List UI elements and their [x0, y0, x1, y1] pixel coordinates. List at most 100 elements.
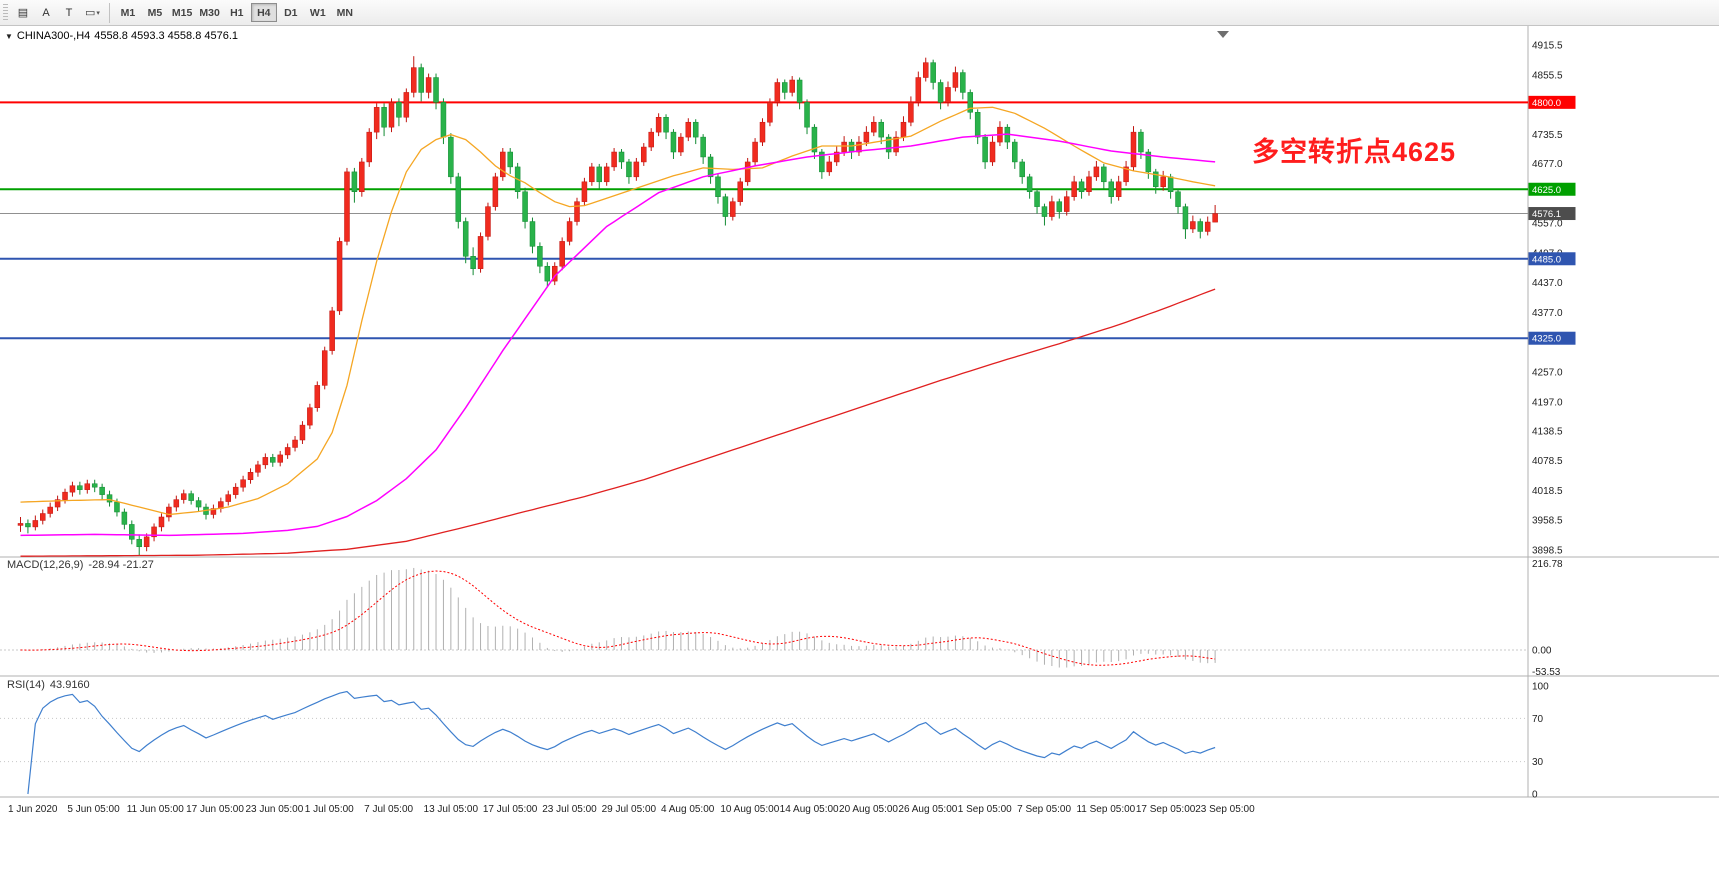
candle	[789, 79, 795, 93]
candle	[292, 439, 298, 448]
timeframe-button-m1[interactable]: M1	[115, 3, 141, 22]
candle	[774, 82, 781, 103]
timeframe-button-h1[interactable]: H1	[224, 3, 250, 22]
candle	[759, 121, 766, 143]
chart-region[interactable]: 4915.54855.54735.54677.04557.04497.04437…	[0, 26, 1719, 895]
timeframe-group: M1 M5 M15 M30 H1 H4 D1 W1 MN	[115, 3, 358, 22]
candle	[685, 121, 692, 138]
candle	[277, 454, 283, 463]
candle	[967, 92, 974, 113]
timeframe-button-mn[interactable]: MN	[332, 3, 358, 22]
time-axis-label: 23 Sep 05:00	[1195, 804, 1255, 815]
price-level-badge	[1528, 331, 1576, 345]
candle	[307, 407, 313, 426]
price-level-badge-text: 4576.1	[1532, 209, 1561, 220]
ma-slow-red-line	[20, 288, 1216, 557]
candle	[937, 82, 944, 103]
timeframe-button-m15[interactable]: M15	[169, 3, 195, 22]
time-axis-label: 17 Jul 05:00	[483, 804, 538, 815]
timeframe-button-m5[interactable]: M5	[142, 3, 168, 22]
candle	[247, 472, 254, 480]
rsi-axis-label: 0	[1532, 790, 1538, 801]
candle	[596, 166, 603, 183]
candle	[559, 241, 565, 267]
candle	[448, 136, 454, 178]
candle	[195, 500, 202, 508]
candle	[811, 126, 818, 153]
candle	[655, 116, 662, 133]
price-tick-label: 4855.5	[1532, 70, 1563, 81]
candle	[1204, 221, 1211, 232]
time-axis-label: 7 Jul 05:00	[364, 804, 413, 815]
chart-grid-button[interactable]: ▤	[12, 3, 34, 23]
candle	[863, 131, 870, 143]
price-tick-label: 3898.5	[1532, 546, 1563, 557]
price-level-badge	[1528, 182, 1576, 196]
candle	[314, 385, 321, 408]
timeframe-button-m30[interactable]: M30	[196, 3, 222, 22]
candle	[633, 161, 640, 178]
chart-shift-marker-icon[interactable]	[1217, 31, 1229, 38]
candle	[915, 77, 922, 103]
candlestick-chart[interactable]: 4915.54855.54735.54677.04557.04497.04437…	[0, 26, 1719, 895]
macd-axis-label: 0.00	[1532, 646, 1552, 657]
candle	[151, 526, 157, 538]
candle	[707, 156, 714, 178]
price-tick-label: 4257.0	[1532, 367, 1563, 378]
candle	[32, 520, 39, 528]
candle	[885, 136, 892, 153]
text-a-button[interactable]: A	[35, 3, 57, 23]
candle	[715, 176, 721, 197]
candle	[255, 464, 261, 473]
candle	[529, 221, 536, 247]
candle	[1049, 201, 1055, 217]
candle	[411, 67, 417, 93]
candle	[381, 107, 387, 128]
text-t-button[interactable]: T	[58, 3, 80, 23]
candle	[1160, 176, 1166, 188]
candle	[210, 508, 217, 515]
candle	[462, 221, 469, 257]
candle	[982, 136, 988, 163]
candle	[455, 176, 462, 222]
candle	[648, 131, 654, 148]
time-axis-label: 29 Jul 05:00	[602, 804, 657, 815]
candle	[744, 161, 751, 183]
timeframe-button-d1[interactable]: D1	[278, 3, 304, 22]
candle	[425, 77, 432, 93]
shapes-dropdown-button[interactable]: ▭ ▾	[81, 3, 104, 23]
candle	[1078, 181, 1085, 192]
candle	[1130, 131, 1137, 168]
candle	[1108, 181, 1114, 197]
candle	[603, 166, 610, 183]
macd-axis-label: 216.78	[1532, 559, 1563, 570]
timeframe-button-h4[interactable]: H4	[250, 3, 277, 22]
candle	[804, 102, 810, 128]
candle	[819, 151, 825, 173]
candle	[1138, 131, 1144, 153]
rsi-axis-label: 30	[1532, 757, 1544, 768]
time-axis-label: 1 Jul 05:00	[305, 804, 354, 815]
price-tick-label: 4078.5	[1532, 456, 1563, 467]
timeframe-button-w1[interactable]: W1	[305, 3, 331, 22]
candle	[678, 136, 684, 153]
candle	[960, 72, 966, 93]
candle	[1093, 166, 1100, 178]
candle	[1026, 176, 1033, 192]
time-axis-label: 10 Aug 05:00	[720, 804, 779, 815]
price-level-badge-text: 4800.0	[1532, 98, 1561, 109]
candle	[99, 486, 105, 495]
time-axis-label: 26 Aug 05:00	[898, 804, 957, 815]
time-axis-label: 5 Jun 05:00	[67, 804, 120, 815]
candle	[1197, 221, 1204, 232]
one-click-trading-toggle[interactable]: ▼	[5, 31, 13, 41]
candle	[930, 62, 936, 83]
price-tick-label: 3958.5	[1532, 516, 1563, 527]
chart-annotation-text: 多空转折点4625	[1252, 137, 1457, 167]
toolbar-drag-handle[interactable]	[3, 3, 8, 22]
candle	[893, 136, 899, 153]
candle	[270, 457, 276, 463]
candle	[618, 151, 625, 163]
candle	[833, 151, 840, 163]
price-level-badge	[1528, 252, 1576, 266]
